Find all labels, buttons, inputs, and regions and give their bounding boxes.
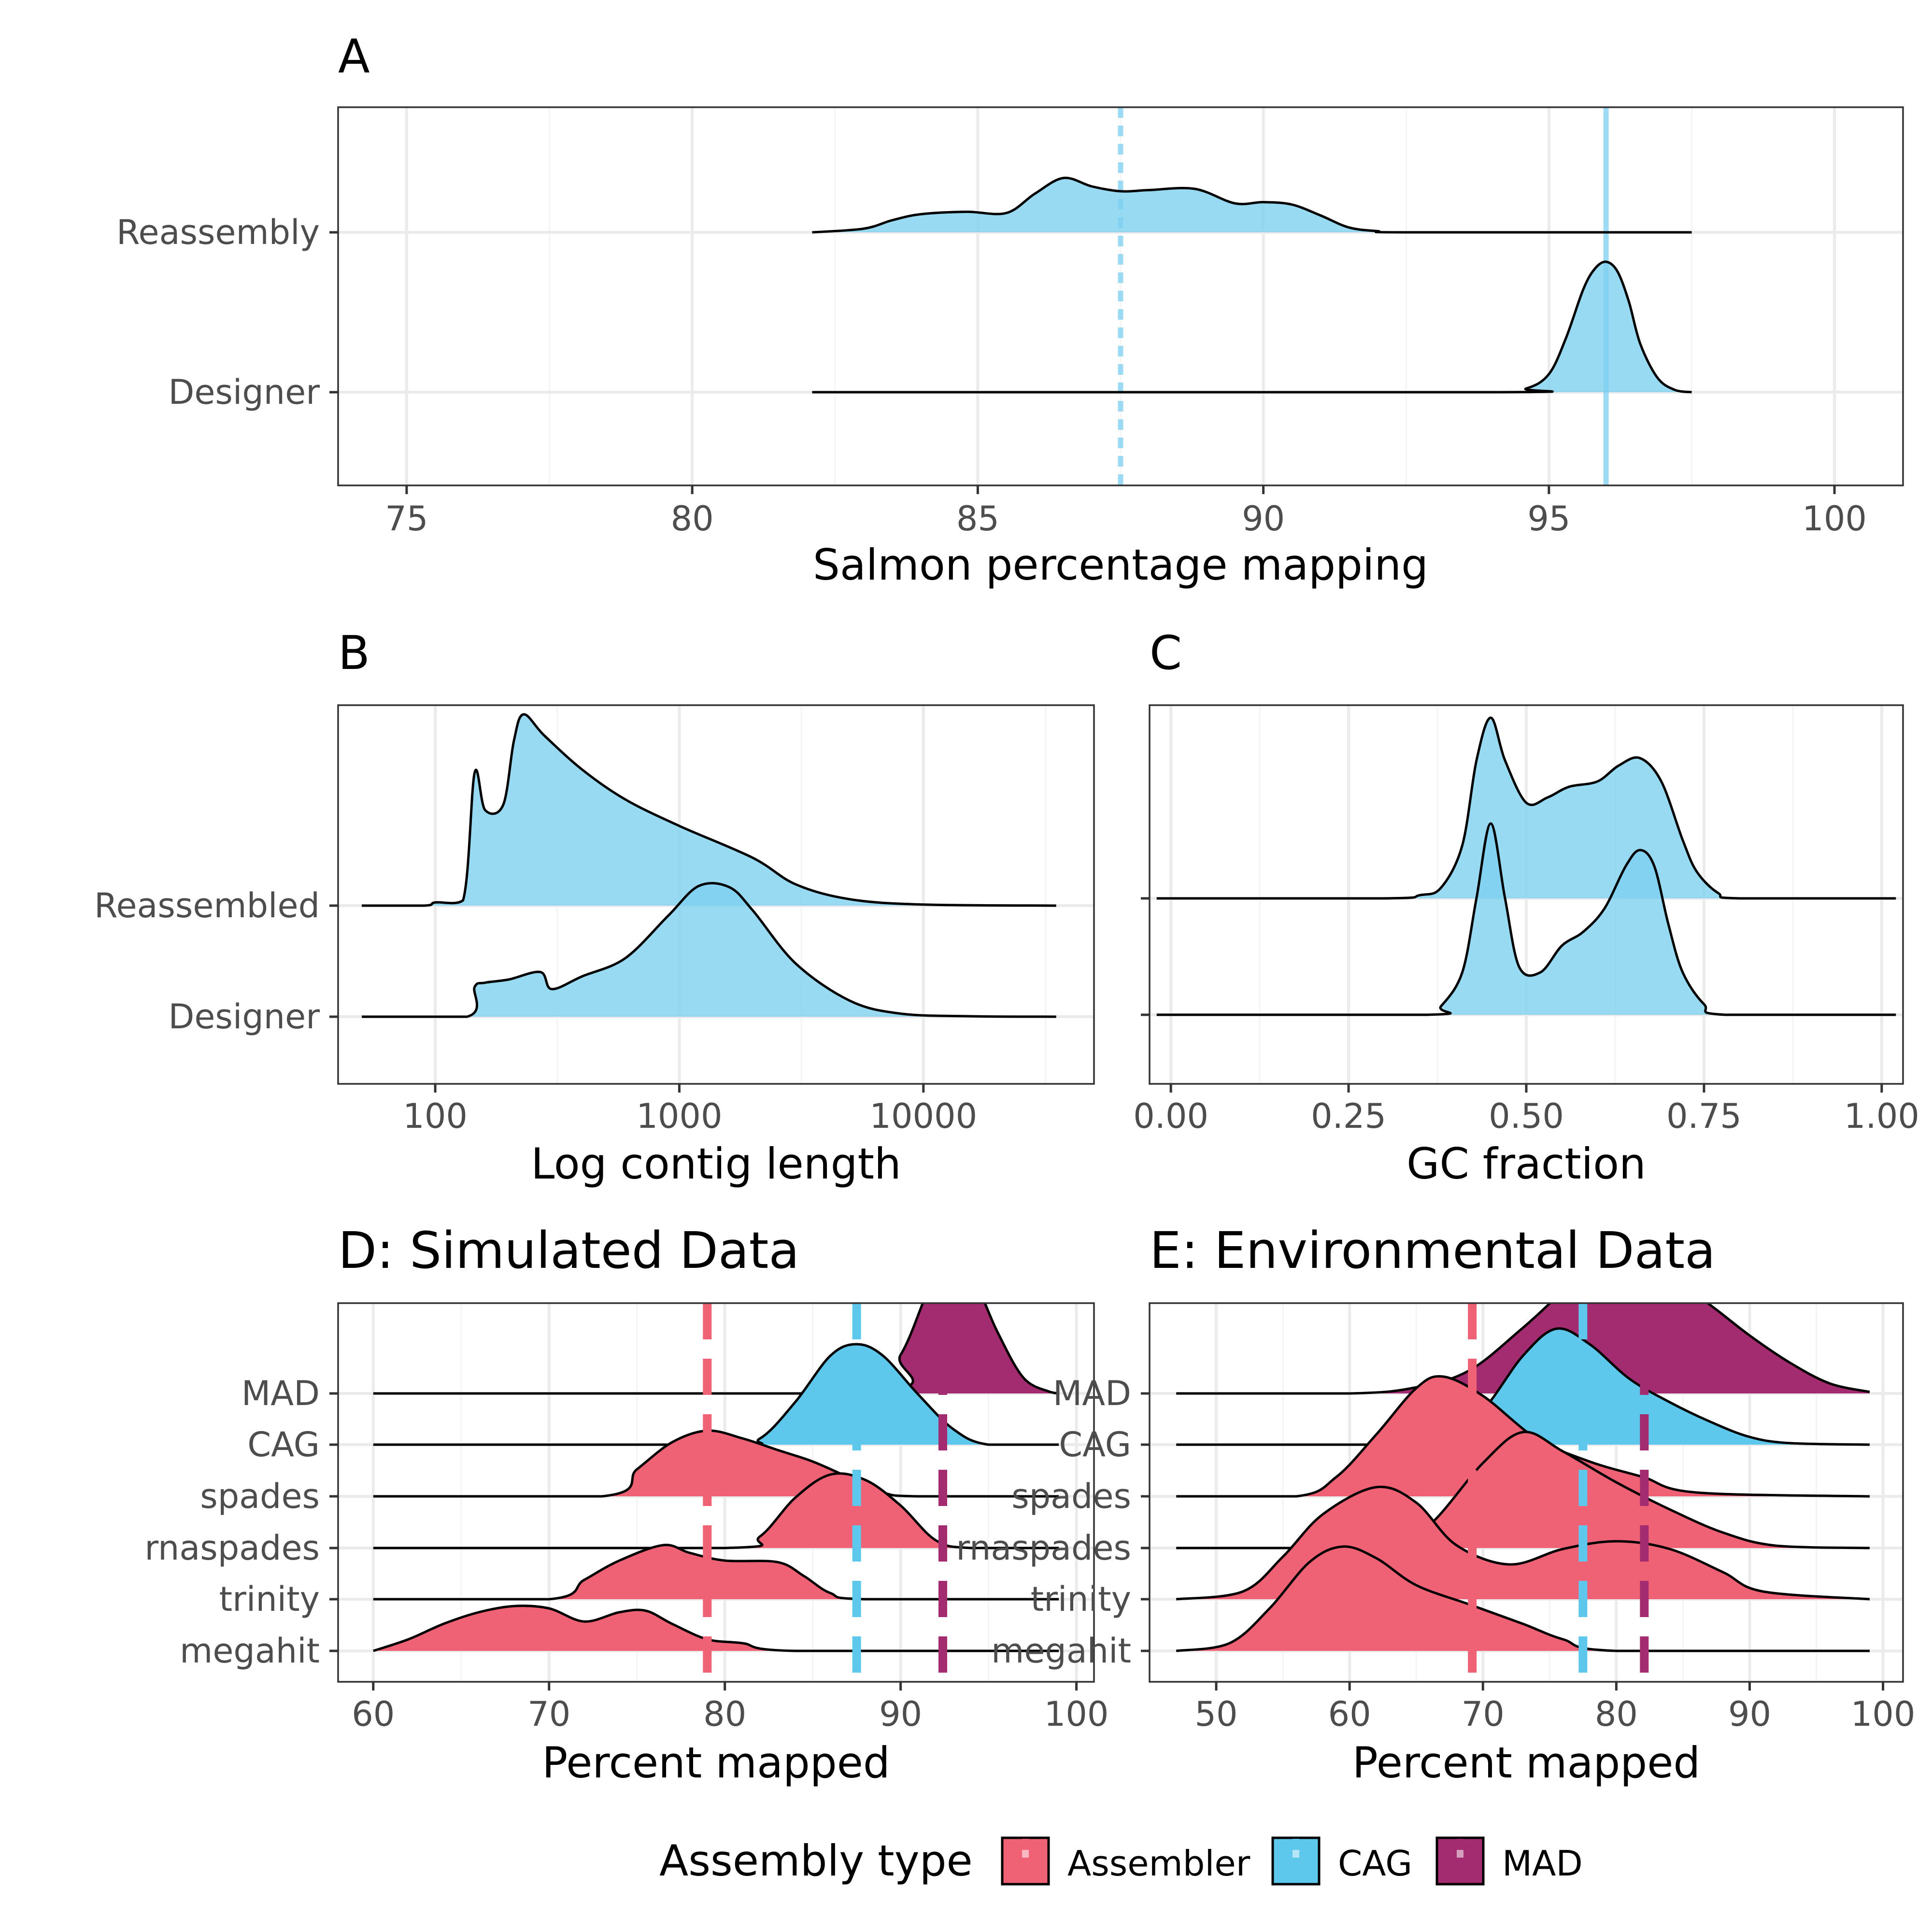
density-trinity-outline xyxy=(1176,1485,1870,1601)
x-tick-label: 1.00 xyxy=(1844,1096,1919,1136)
density-megahit-fill xyxy=(373,1605,1059,1651)
x-tick-label: 0.00 xyxy=(1133,1096,1208,1136)
density-designer-outline xyxy=(361,881,1056,1018)
x-tick-label: 1000 xyxy=(636,1096,722,1136)
density-layer xyxy=(1156,716,1896,1016)
y-category-label: Designer xyxy=(168,997,320,1037)
x-axis-label: GC fraction xyxy=(1406,1139,1646,1189)
x-tick-label: 90 xyxy=(879,1694,922,1734)
density-spades-fill xyxy=(373,1430,1059,1496)
density-layer xyxy=(373,1303,1059,1682)
x-tick-label: 0.75 xyxy=(1666,1096,1742,1136)
x-axis-label: Log contig length xyxy=(531,1139,901,1189)
density-layer xyxy=(812,107,1692,485)
panel-title: A xyxy=(338,29,370,84)
x-tick-label: 90 xyxy=(1242,499,1285,539)
x-tick-label: 70 xyxy=(527,1694,570,1734)
x-tick-label: 0.25 xyxy=(1311,1096,1386,1136)
panel-title: B xyxy=(338,626,370,680)
y-category-label: Reassembly xyxy=(116,213,320,252)
density-designer-outline xyxy=(1156,822,1896,1016)
panel-title: E: Environmental Data xyxy=(1150,1221,1716,1280)
legend-label-assembler: Assembler xyxy=(1067,1843,1250,1884)
y-category-label: Designer xyxy=(168,372,320,412)
density-megahit-outline xyxy=(1176,1545,1870,1652)
x-tick-label: 100 xyxy=(1044,1694,1109,1734)
panel-d: 60 70 80 90 100 megahit trinity rnaspades spades… xyxy=(144,1221,1108,1788)
panel-border xyxy=(337,1302,1095,1683)
x-tick-label: 100 xyxy=(403,1096,468,1136)
density-spades-outline xyxy=(373,1429,1059,1498)
x-tick-label: 60 xyxy=(1328,1694,1371,1734)
x-tick-label: 80 xyxy=(671,499,714,539)
y-category-label: spades xyxy=(200,1477,320,1516)
density-rnaspades-fill xyxy=(1176,1432,1870,1548)
x-tick-label: 100 xyxy=(1851,1694,1916,1734)
x-tick-label: 50 xyxy=(1195,1694,1238,1734)
legend: Assembly type Assembler CAG MAD xyxy=(659,1836,1583,1886)
x-tick-label: 75 xyxy=(385,499,428,539)
density-designer-outline xyxy=(812,260,1692,394)
y-category-label: rnaspades xyxy=(956,1528,1131,1568)
panel-b: 100 1000 10000 Designer Reassembled Log conti… xyxy=(94,626,1095,1189)
density-reassembled-fill xyxy=(361,714,1056,906)
density-trinity-fill xyxy=(373,1545,1059,1599)
y-category-label: trinity xyxy=(1031,1579,1131,1619)
y-category-label: MAD xyxy=(242,1374,320,1413)
y-category-label: rnaspades xyxy=(144,1528,320,1568)
panel-e: 50 60 70 80 90 100 megahit trinity rnaspades spad… xyxy=(956,1221,1915,1788)
x-tick-label: 100 xyxy=(1802,499,1867,539)
density-layer xyxy=(361,713,1056,1018)
y-category-label: Reassembled xyxy=(94,886,320,925)
panel-border xyxy=(337,704,1095,1085)
density-reassembly-fill xyxy=(812,178,1692,232)
density-mad-fill xyxy=(373,1303,1059,1393)
density-mad-fill xyxy=(1176,1303,1870,1394)
density-megahit-outline xyxy=(373,1605,1059,1652)
density-reassembled-outline xyxy=(1156,716,1896,900)
x-tick-label: 10000 xyxy=(869,1096,977,1136)
legend-label-mad: MAD xyxy=(1502,1843,1583,1884)
y-category-label: CAG xyxy=(247,1425,320,1464)
x-tick-label: 70 xyxy=(1462,1694,1505,1734)
density-reassembled-fill xyxy=(1156,718,1896,898)
x-tick-label: 85 xyxy=(956,499,999,539)
density-mad-outline xyxy=(373,1303,1059,1395)
panel-title: D: Simulated Data xyxy=(338,1221,799,1280)
density-rnaspades-fill xyxy=(373,1473,1059,1548)
density-designer-fill xyxy=(361,883,1056,1017)
panel-c: 0.00 0.25 0.50 0.75 1.00 GC fraction C xyxy=(1133,626,1919,1189)
legend-label-cag: CAG xyxy=(1338,1843,1412,1884)
y-category-label: MAD xyxy=(1053,1374,1131,1413)
x-axis-label: Salmon percentage mapping xyxy=(813,540,1428,590)
y-category-label: spades xyxy=(1011,1477,1131,1516)
density-designer-fill xyxy=(1156,824,1896,1015)
density-reassembled-outline xyxy=(361,713,1056,907)
x-axis-label: Percent mapped xyxy=(1352,1738,1700,1788)
density-reassembly-outline xyxy=(812,176,1692,234)
y-category-label: trinity xyxy=(219,1579,320,1619)
density-designer-fill xyxy=(812,261,1692,392)
y-category-label: megahit xyxy=(180,1631,320,1671)
density-megahit-fill xyxy=(1176,1546,1870,1651)
x-axis-label: Percent mapped xyxy=(542,1738,890,1788)
x-tick-label: 60 xyxy=(352,1694,395,1734)
legend-title: Assembly type xyxy=(659,1836,973,1886)
panel-title: C xyxy=(1150,626,1182,680)
panel-border xyxy=(1149,1302,1904,1683)
x-tick-label: 80 xyxy=(1595,1694,1638,1734)
density-mad-outline xyxy=(1176,1303,1870,1395)
density-cag-fill xyxy=(373,1344,1059,1445)
panel-border xyxy=(337,106,1904,486)
y-category-label: CAG xyxy=(1059,1425,1131,1464)
x-tick-label: 80 xyxy=(703,1694,746,1734)
x-tick-label: 95 xyxy=(1527,499,1570,539)
density-layer xyxy=(1176,1303,1870,1682)
y-category-label: megahit xyxy=(991,1631,1131,1671)
x-tick-label: 0.50 xyxy=(1489,1096,1564,1136)
panel-a: 75 80 85 90 95 100 Designer Reassembly Salmon pe… xyxy=(116,29,1904,590)
x-tick-label: 90 xyxy=(1728,1694,1771,1734)
